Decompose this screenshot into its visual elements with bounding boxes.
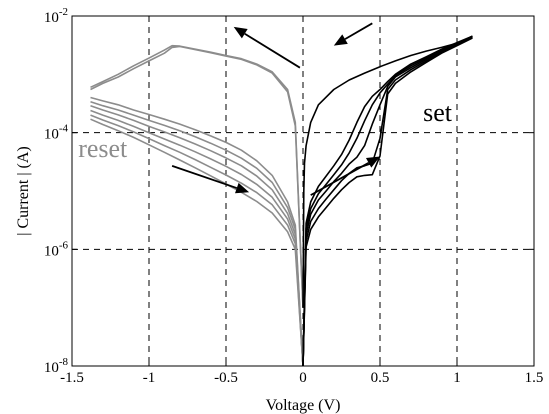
- set-curve: [302, 35, 473, 367]
- set-curve: [302, 35, 473, 308]
- x-tick-label: 1: [453, 370, 461, 386]
- set-curve: [302, 36, 473, 367]
- x-tick-label: 0.5: [371, 370, 390, 386]
- direction-arrow: [171, 164, 238, 189]
- reset-curve: [90, 114, 304, 367]
- ticks-layer: -1.5 -1 -0.5 0 0.5 1 1.5 10-8 10-6 10-4 10-2: [44, 6, 544, 386]
- x-tick-label: 1.5: [525, 370, 544, 386]
- direction-arrow: [344, 22, 373, 40]
- annotation-reset: reset: [78, 134, 128, 163]
- reset-curve: [90, 104, 304, 367]
- direction-arrow: [310, 162, 370, 196]
- reset-curve: [90, 109, 304, 367]
- direction-arrowhead: [233, 26, 248, 39]
- y-tick-label: 10-2: [44, 6, 68, 26]
- direction-arrow: [244, 32, 301, 69]
- y-axis-label: | Current | (A): [15, 146, 32, 236]
- x-tick-label: -0.5: [214, 370, 238, 386]
- set-curve: [302, 37, 473, 367]
- y-tick-label: 10-8: [44, 356, 69, 376]
- reset-curve: [90, 45, 304, 308]
- arrows-layer: [171, 22, 380, 196]
- x-tick-label: -1.5: [60, 370, 84, 386]
- reset-curve: [90, 96, 304, 367]
- grid: [72, 16, 534, 366]
- x-axis-label: Voltage (V): [266, 397, 341, 414]
- set-curve: [302, 35, 473, 367]
- series-layer: [90, 35, 473, 367]
- reset-curve: [90, 100, 304, 367]
- direction-arrowhead: [235, 182, 250, 194]
- y-tick-label: 10-6: [44, 239, 69, 259]
- direction-arrowhead: [333, 34, 348, 46]
- x-tick-label: 0: [299, 370, 307, 386]
- direction-arrowhead: [365, 156, 380, 168]
- annotation-set: set: [423, 98, 453, 127]
- reset-curve: [90, 118, 304, 367]
- y-tick-label: 10-4: [44, 123, 69, 143]
- x-tick-label: -1: [143, 370, 156, 386]
